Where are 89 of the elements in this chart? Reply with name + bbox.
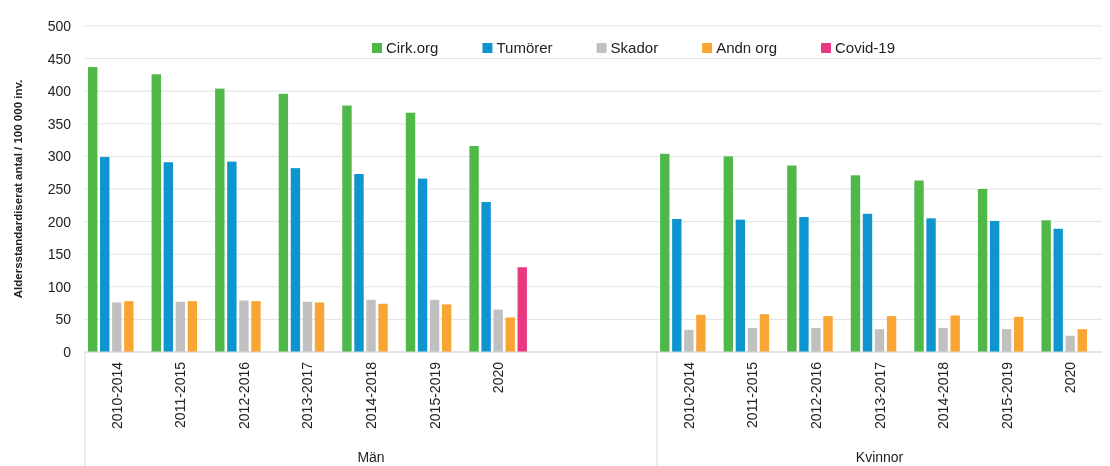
bar (151, 74, 161, 352)
y-axis-title: Aldersstandardiserat antal / 100 000 inv. (12, 79, 24, 299)
y-tick-label: 50 (55, 311, 72, 328)
y-tick-label: 350 (47, 115, 72, 132)
bar (1041, 220, 1051, 352)
bar (112, 302, 122, 352)
bar (251, 301, 261, 352)
bar (366, 299, 376, 352)
y-tick-label: 0 (63, 343, 72, 360)
bar (417, 178, 428, 352)
x-tick-label: 2011-2015 (172, 361, 189, 428)
bar (850, 175, 861, 352)
x-tick-label: 2014-2018 (363, 361, 380, 429)
x-tick-label: 2010-2014 (108, 361, 125, 429)
bar (378, 303, 388, 352)
bar (175, 301, 186, 352)
bar (1077, 329, 1087, 352)
bar (886, 316, 897, 352)
bar (989, 220, 1000, 352)
x-tick-label: 2013-2017 (299, 361, 316, 429)
bar (747, 327, 758, 352)
x-tick-label: 2012-2016 (807, 361, 824, 429)
y-tick-label: 500 (47, 17, 72, 34)
legend-label: Skador (610, 39, 659, 56)
text: Män (357, 449, 385, 465)
bar (672, 218, 682, 352)
bar (493, 309, 503, 352)
legend-label: Cirk.org (385, 39, 439, 56)
legend-label: Andn org (716, 39, 778, 56)
bar (88, 67, 98, 352)
bar (163, 162, 173, 352)
bar (787, 165, 797, 352)
x-tick-label: 2020 (1062, 361, 1079, 394)
bar (759, 314, 770, 352)
bar (684, 329, 694, 352)
bar (302, 301, 313, 352)
bar (660, 153, 670, 352)
y-tick-label: 150 (47, 246, 72, 263)
y-tick-label: 100 (47, 278, 72, 295)
x-tick-label: 2010-2014 (680, 361, 697, 429)
y-tick-label: 400 (47, 83, 72, 100)
bar (823, 316, 833, 352)
bar (874, 329, 885, 352)
bar (811, 327, 821, 352)
bar (429, 299, 440, 352)
bar (977, 189, 988, 352)
legend-label: Covid-19 (835, 39, 896, 56)
bar (124, 301, 134, 352)
bar (278, 93, 289, 352)
text: Kvinnor (855, 449, 904, 465)
bar (441, 304, 452, 352)
bar (215, 88, 225, 352)
bar (799, 217, 809, 352)
bar (239, 300, 249, 352)
bar (505, 317, 515, 352)
x-tick-label: 2012-2016 (235, 361, 252, 429)
bar (314, 302, 325, 352)
legend-label: Tumörer (496, 39, 553, 56)
bar (723, 156, 734, 352)
y-tick-label: 200 (47, 213, 72, 230)
bar (405, 112, 416, 352)
bar (950, 315, 960, 352)
x-tick-label: 2015-2019 (426, 361, 443, 429)
bar (735, 219, 746, 352)
bar (862, 213, 873, 352)
y-tick-label: 250 (47, 180, 72, 197)
y-tick-label: 300 (47, 148, 72, 165)
x-tick-label: 2020 (490, 361, 507, 394)
y-tick-label: 450 (47, 50, 72, 67)
bar (469, 145, 479, 352)
bar (354, 174, 364, 352)
bar (696, 314, 706, 352)
bar (517, 267, 527, 352)
bar (938, 327, 948, 352)
bar (926, 218, 936, 352)
bar (1001, 329, 1012, 352)
bar (914, 180, 924, 352)
bar (481, 202, 491, 352)
bar (342, 105, 352, 352)
bar (100, 157, 110, 352)
x-tick-label: 2015-2019 (998, 361, 1015, 429)
bar (187, 301, 198, 352)
bar (1053, 228, 1063, 352)
bar (227, 161, 237, 352)
bar (1014, 316, 1024, 352)
x-tick-label: 2011-2015 (744, 361, 761, 428)
x-tick-label: 2014-2018 (935, 361, 952, 429)
bar (290, 168, 301, 352)
x-tick-label: 2013-2017 (871, 361, 888, 429)
